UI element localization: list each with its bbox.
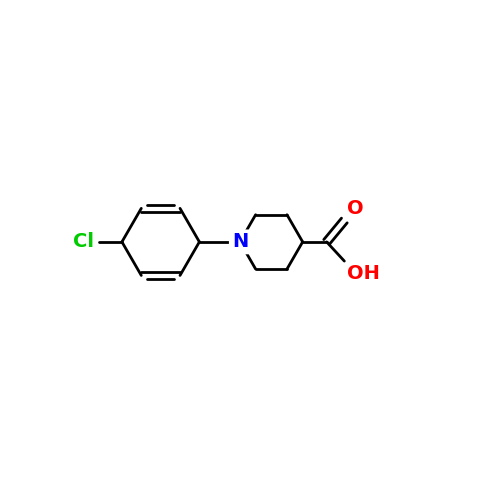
Text: Cl: Cl bbox=[73, 232, 94, 251]
Text: OH: OH bbox=[347, 264, 380, 283]
Text: O: O bbox=[347, 199, 364, 217]
Text: N: N bbox=[232, 232, 248, 251]
